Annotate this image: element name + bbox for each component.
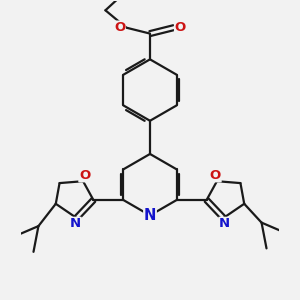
Text: O: O xyxy=(175,21,186,34)
Text: O: O xyxy=(79,169,90,182)
Text: N: N xyxy=(70,218,81,230)
Text: N: N xyxy=(219,218,230,230)
Text: O: O xyxy=(210,169,221,182)
Text: O: O xyxy=(114,21,125,34)
Text: N: N xyxy=(144,208,156,223)
